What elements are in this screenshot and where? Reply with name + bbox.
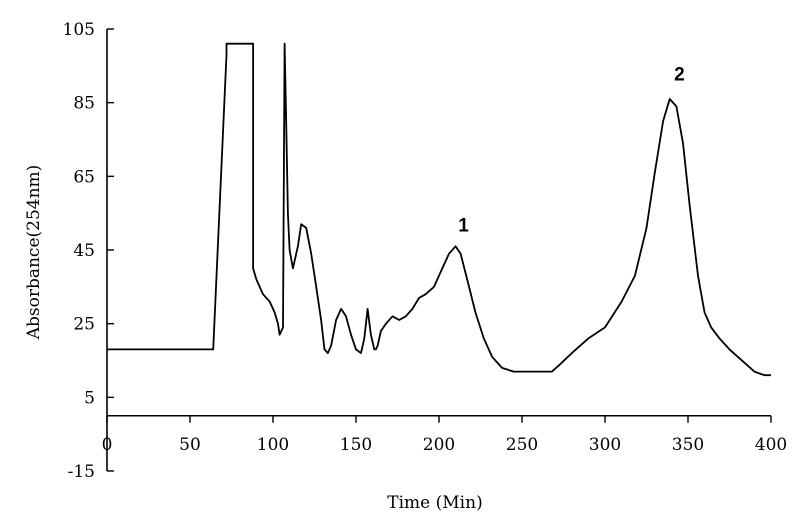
x-tick-label: 350 [672, 435, 704, 455]
x-tick-label: 250 [506, 435, 538, 455]
y-tick-label: 5 [84, 388, 95, 408]
x-tick-label: 0 [102, 435, 113, 455]
y-tick-label: 65 [73, 167, 95, 187]
peak-label-1: 1 [458, 216, 469, 237]
x-tick-label: 400 [755, 435, 787, 455]
x-axis-title: Time (Min) [387, 493, 482, 513]
y-axis-title: Absorbance(254nm) [24, 165, 44, 341]
y-tick-label: -15 [68, 462, 95, 482]
peak-annotations: 12 [458, 65, 684, 237]
y-tick-label: 85 [73, 94, 95, 114]
tick-labels: 105 85 65 45 25 5 -15 0 50 100 150 200 250 300 350 400 [63, 20, 788, 482]
y-tick-label: 105 [63, 20, 95, 40]
absorbance-trace [107, 42, 771, 377]
y-tick-label: 25 [73, 315, 95, 335]
axes [106, 29, 771, 471]
x-tick-label: 100 [257, 435, 289, 455]
peak-label-2: 2 [674, 65, 685, 86]
ticks [106, 28, 772, 472]
x-tick-label: 300 [589, 435, 621, 455]
x-tick-label: 50 [179, 435, 201, 455]
y-tick-label: 45 [73, 241, 95, 261]
x-tick-label: 200 [423, 435, 455, 455]
x-tick-label: 150 [340, 435, 372, 455]
